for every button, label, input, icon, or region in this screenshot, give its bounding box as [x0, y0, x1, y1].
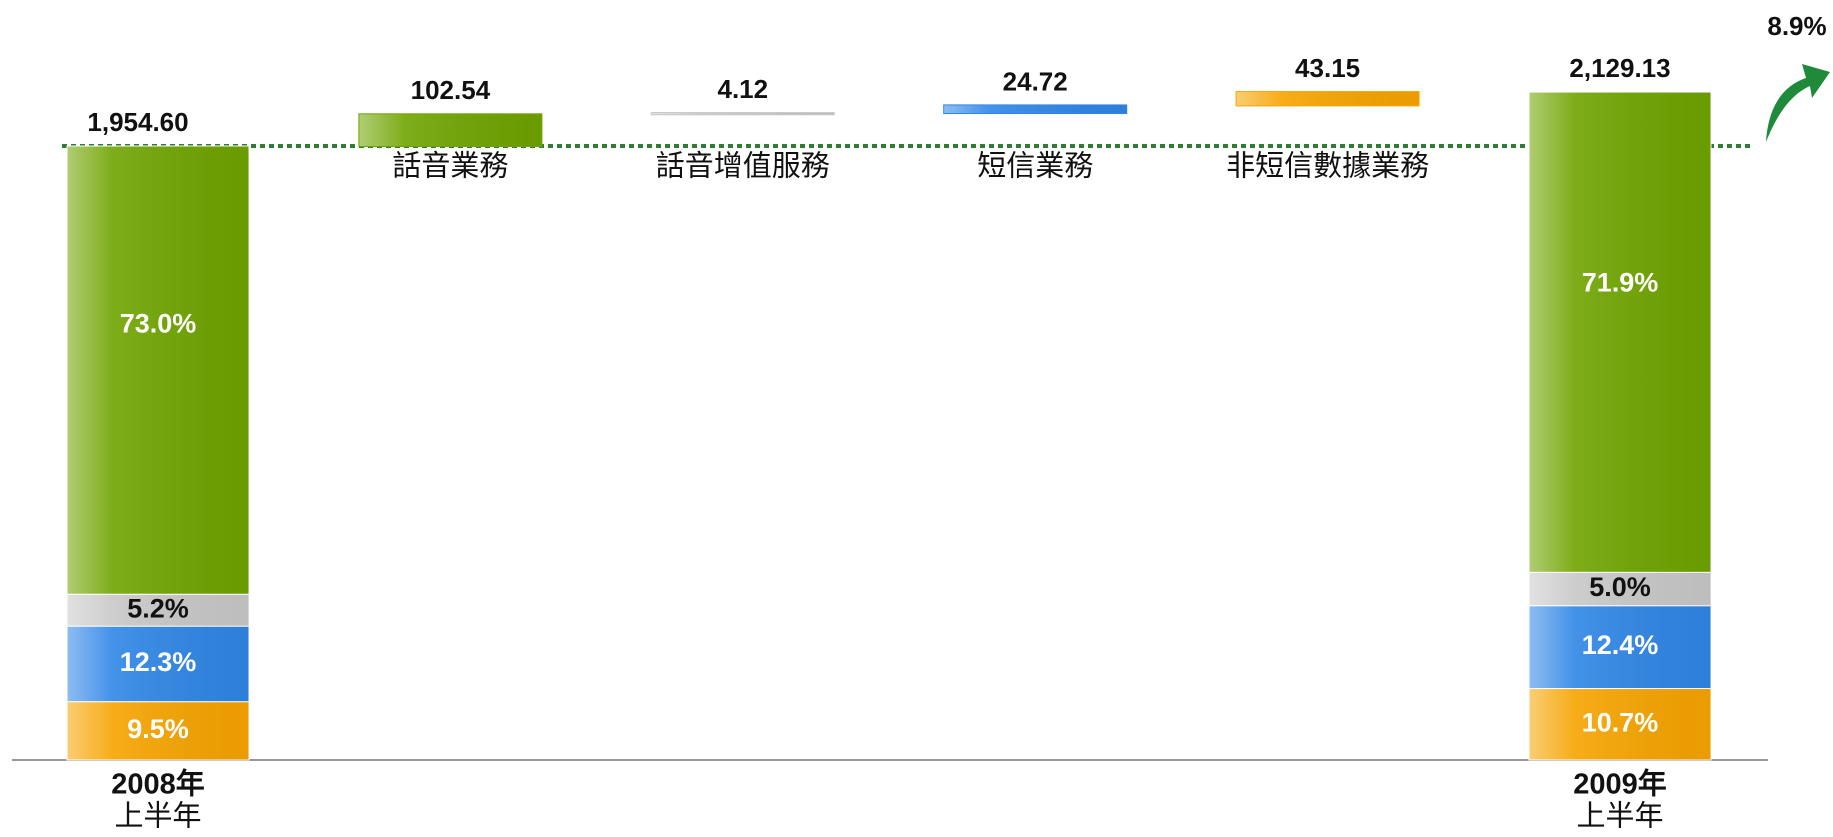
- x-tick-label: 上半年: [1576, 800, 1663, 833]
- bar-gloss: [1529, 605, 1711, 689]
- bar-gloss: [944, 105, 1127, 114]
- bar-gloss: [67, 594, 249, 627]
- x-tick-label: 非短信數據業務: [1226, 150, 1429, 183]
- x-tick-label: 話音業務: [392, 150, 508, 183]
- growth-arrow: [1766, 64, 1830, 142]
- segment-label: 71.9%: [1582, 267, 1659, 297]
- segment-label: 73.0%: [120, 308, 197, 338]
- total-label: 1,954.60: [87, 107, 188, 137]
- bar-gloss: [651, 113, 834, 115]
- x-tick-label: 2009年: [1573, 767, 1667, 801]
- segment-label: 9.5%: [127, 714, 189, 744]
- segment-label: 12.3%: [120, 647, 197, 677]
- bar-gloss: [67, 701, 249, 760]
- bar-gloss: [1529, 688, 1711, 760]
- bar-gloss: [67, 146, 249, 595]
- increment-label: 24.72: [1003, 66, 1068, 96]
- x-tick-label: 上半年: [114, 800, 201, 833]
- increment-label: 43.15: [1295, 53, 1360, 83]
- x-tick-label: 2008年: [111, 767, 205, 801]
- bar-gloss: [1529, 572, 1711, 606]
- segment-label: 10.7%: [1582, 707, 1659, 737]
- segment-label: 5.0%: [1589, 572, 1651, 602]
- increment-label: 102.54: [411, 75, 491, 105]
- segment-label: 12.4%: [1582, 630, 1659, 660]
- bar-gloss: [359, 114, 542, 146]
- bar-gloss: [1529, 92, 1711, 573]
- x-tick-label: 短信業務: [977, 150, 1093, 183]
- bar-gloss: [1236, 92, 1419, 106]
- increment-label: 4.12: [717, 74, 768, 104]
- growth-label: 8.9%: [1767, 11, 1826, 41]
- bar-gloss: [67, 626, 249, 702]
- total-label: 2,129.13: [1569, 53, 1670, 83]
- segment-label: 5.2%: [127, 593, 189, 623]
- x-tick-label: 話音增值服務: [656, 150, 830, 183]
